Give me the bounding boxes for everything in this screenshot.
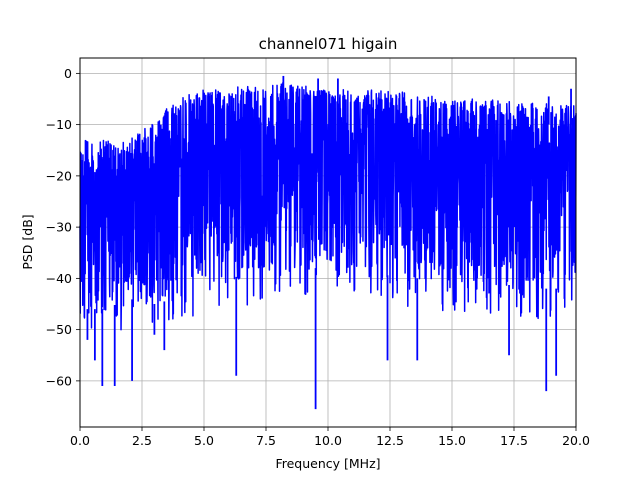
x-tick-label: 20.0 xyxy=(562,433,590,448)
y-tick-label: −60 xyxy=(46,373,72,388)
psd-trace xyxy=(79,81,577,331)
y-tick-label: 0 xyxy=(64,66,72,81)
y-tick-label: −20 xyxy=(46,168,72,183)
y-tick-label: −30 xyxy=(46,220,72,235)
x-tick-label: 17.5 xyxy=(500,433,528,448)
x-tick-label: 7.5 xyxy=(256,433,276,448)
psd-series xyxy=(79,75,577,410)
y-tick-label: −10 xyxy=(46,117,72,132)
x-axis-label: Frequency [MHz] xyxy=(275,456,380,471)
x-tick-label: 5.0 xyxy=(194,433,214,448)
x-tick-label: 2.5 xyxy=(132,433,152,448)
y-axis-label: PSD [dB] xyxy=(20,214,35,269)
y-tick-label: −50 xyxy=(46,322,72,337)
x-tick-label: 15.0 xyxy=(438,433,466,448)
axis-ticks: 0.0 2.5 5.0 7.5 10.0 12.5 15.0 17.5 20.0 0 −10 −20 −… xyxy=(46,66,590,448)
y-tick-label: −40 xyxy=(46,271,72,286)
x-tick-label: 0.0 xyxy=(70,433,90,448)
x-tick-label: 12.5 xyxy=(376,433,404,448)
chart-title: channel071 higain xyxy=(259,35,398,53)
x-tick-label: 10.0 xyxy=(314,433,342,448)
